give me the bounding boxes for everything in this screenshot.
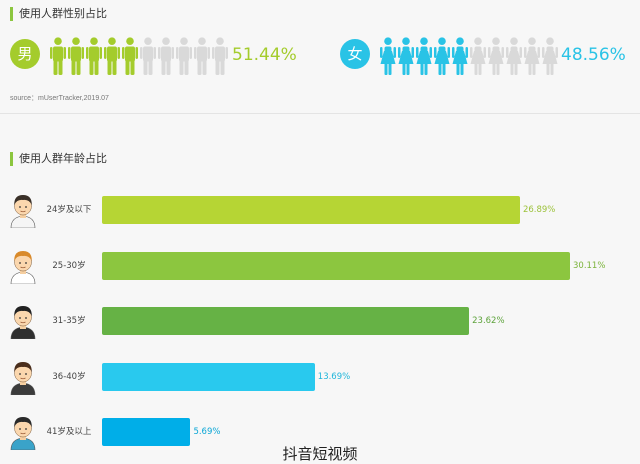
age-bar-value-label: 5.69% — [193, 427, 221, 437]
section-divider — [0, 113, 640, 114]
female-percent: 48.56% — [561, 45, 626, 65]
watermark: 抖音短视频 — [282, 445, 358, 463]
female-icon-row — [380, 37, 558, 75]
male-person-icon — [68, 37, 84, 75]
person-avatar-icon — [10, 417, 36, 450]
age-category-label: 24岁及以下 — [46, 205, 92, 215]
age-category-label: 25-30岁 — [52, 260, 86, 271]
person-avatar-icon — [10, 306, 36, 339]
female-person-icon — [524, 37, 540, 75]
male-person-icon — [122, 37, 138, 75]
male-person-icon — [194, 37, 210, 75]
female-person-icon — [398, 37, 414, 75]
male-person-icon — [86, 37, 102, 75]
source-note: source：mUserTracker,2019.07 — [10, 95, 109, 102]
age-bar-value-label: 26.89% — [522, 205, 556, 215]
age-bar — [102, 307, 470, 335]
male-person-icon — [104, 37, 120, 75]
age-bar — [102, 251, 570, 280]
age-bar-value-label: 13.69% — [317, 371, 351, 382]
female-person-icon — [452, 37, 468, 75]
female-badge: 女 — [340, 39, 370, 69]
age-bar — [102, 418, 191, 446]
person-avatar-icon — [10, 195, 36, 228]
age-bar — [102, 362, 315, 391]
age-category-label: 31-35岁 — [52, 316, 86, 326]
female-person-icon — [380, 37, 396, 75]
male-person-icon — [212, 37, 228, 75]
male-percent: 51.44% — [232, 45, 297, 65]
female-person-icon — [506, 37, 522, 75]
age-category-label: 41岁及以上 — [46, 427, 92, 437]
age-section-title: 使用人群年龄占比 — [10, 152, 107, 166]
female-person-icon — [542, 37, 558, 75]
male-person-icon — [140, 37, 156, 75]
age-bar-value-label: 30.11% — [573, 260, 606, 271]
age-bar-value-label: 23.62% — [472, 316, 505, 326]
male-person-icon — [176, 37, 192, 75]
gender-section-title: 使用人群性别占比 — [10, 7, 107, 21]
female-person-icon — [434, 37, 450, 75]
person-avatar-icon — [10, 250, 36, 284]
person-avatar-icon — [10, 361, 36, 395]
age-bar — [102, 196, 520, 224]
female-person-icon — [470, 37, 486, 75]
male-person-icon — [50, 37, 66, 75]
male-icon-row — [50, 37, 228, 75]
age-category-label: 36-40岁 — [52, 371, 86, 382]
female-person-icon — [416, 37, 432, 75]
female-person-icon — [488, 37, 504, 75]
male-badge: 男 — [10, 39, 40, 69]
male-person-icon — [158, 37, 174, 75]
